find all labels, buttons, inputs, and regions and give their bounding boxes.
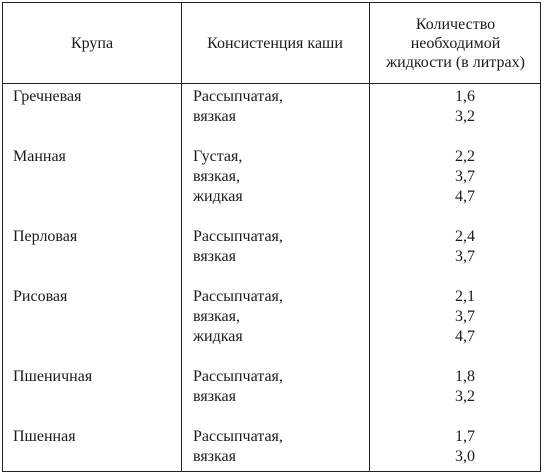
column-divider xyxy=(181,3,182,471)
header-consistency: Консистенция каши xyxy=(207,34,343,52)
grain-name: Гречневая xyxy=(13,88,82,105)
consistency-cell: Рассыпчатая, вязкая xyxy=(193,227,283,267)
liquid-value: 2,2 xyxy=(455,148,475,165)
header-divider xyxy=(3,83,540,84)
grain-name: Рисовая xyxy=(13,288,68,305)
liquid-value: 3,0 xyxy=(455,448,475,465)
liquid-value: 3,2 xyxy=(455,108,475,125)
liquid-value: 1,7 xyxy=(455,428,475,445)
liquid-value: 2,1 xyxy=(455,288,475,305)
consistency-value: Рассыпчатая, xyxy=(193,288,283,305)
liquid-value: 3,7 xyxy=(455,168,475,185)
liquid-value: 4,7 xyxy=(455,328,475,345)
liquid-cell: 2,2 3,7 4,7 xyxy=(369,147,475,207)
consistency-value: Густая, xyxy=(193,148,243,165)
header-liquid-line: Количество xyxy=(415,15,496,33)
consistency-value: Рассыпчатая, xyxy=(193,88,283,105)
grain-liquid-table: Крупа Консистенция каши Количество необх… xyxy=(2,2,541,472)
consistency-cell: Густая, вязкая, жидкая xyxy=(193,147,243,207)
grain-name: Пшенная xyxy=(13,428,76,445)
consistency-value: Рассыпчатая, xyxy=(193,368,283,385)
consistency-value: Рассыпчатая, xyxy=(193,228,283,245)
column-divider xyxy=(369,3,370,471)
header-liquid: Количество необходимой жидкости (в литра… xyxy=(369,3,542,83)
consistency-value: вязкая xyxy=(193,448,237,465)
liquid-value: 3,2 xyxy=(455,388,475,405)
consistency-value: вязкая, xyxy=(193,168,241,185)
consistency-cell: Рассыпчатая, вязкая xyxy=(193,427,283,467)
header-liquid-line: необходимой xyxy=(410,34,501,52)
consistency-value: вязкая xyxy=(193,388,237,405)
liquid-cell: 2,1 3,7 4,7 xyxy=(369,287,475,347)
consistency-value: вязкая, xyxy=(193,308,241,325)
consistency-cell: Рассыпчатая, вязкая, жидкая xyxy=(193,287,283,347)
consistency-cell: Рассыпчатая, вязкая xyxy=(193,87,283,127)
liquid-cell: 2,4 3,7 xyxy=(369,227,475,267)
header-grain: Крупа xyxy=(70,34,114,52)
liquid-value: 2,4 xyxy=(455,228,475,245)
consistency-cell: Рассыпчатая, вязкая xyxy=(193,367,283,407)
liquid-cell: 1,6 3,2 xyxy=(369,87,475,127)
header-liquid-line: жидкости (в литрах) xyxy=(386,53,525,71)
consistency-value: жидкая xyxy=(193,328,243,345)
liquid-value: 4,7 xyxy=(455,188,475,205)
consistency-value: Рассыпчатая, xyxy=(193,428,283,445)
liquid-cell: 1,7 3,0 xyxy=(369,427,475,467)
liquid-cell: 1,8 3,2 xyxy=(369,367,475,407)
grain-name: Перловая xyxy=(13,228,78,245)
liquid-value: 3,7 xyxy=(455,248,475,265)
consistency-value: вязкая xyxy=(193,248,237,265)
liquid-value: 3,7 xyxy=(455,308,475,325)
consistency-value: вязкая xyxy=(193,108,237,125)
consistency-value: жидкая xyxy=(193,188,243,205)
liquid-value: 1,6 xyxy=(455,88,475,105)
liquid-value: 1,8 xyxy=(455,368,475,385)
grain-name: Манная xyxy=(13,148,66,165)
grain-name: Пшеничная xyxy=(13,368,93,385)
